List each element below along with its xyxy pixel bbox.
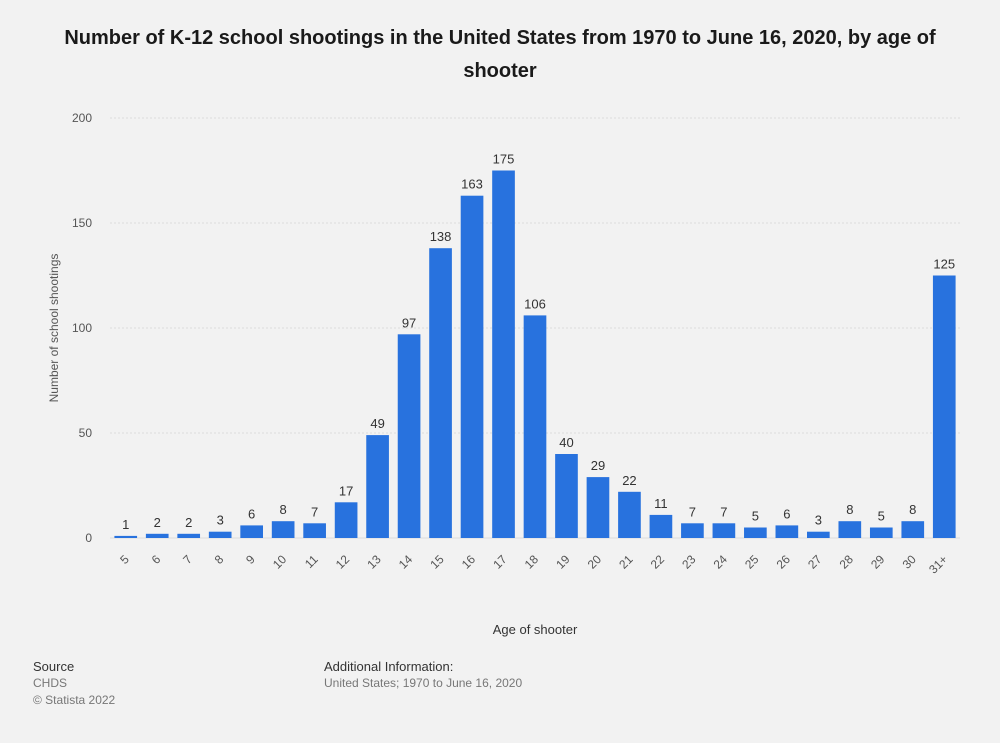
- data-label: 138: [430, 229, 452, 244]
- data-label: 6: [248, 506, 255, 521]
- x-tick-label: 5: [117, 552, 132, 567]
- data-label: 8: [280, 502, 287, 517]
- bar: [807, 531, 830, 538]
- y-tick-label: 50: [79, 426, 93, 440]
- info-heading: Additional Information:: [324, 659, 454, 674]
- data-label: 7: [311, 504, 318, 519]
- x-tick-label: 24: [711, 552, 731, 572]
- x-tick-label: 12: [333, 552, 353, 572]
- x-tick-label: 10: [270, 552, 290, 572]
- y-tick-label: 150: [72, 216, 92, 230]
- bar: [838, 521, 862, 538]
- x-tick-label: 20: [585, 552, 605, 572]
- bar: [932, 275, 956, 538]
- x-tick-label: 18: [522, 552, 542, 572]
- bar: [555, 454, 578, 538]
- bar: [618, 491, 641, 538]
- data-label: 5: [878, 509, 885, 524]
- data-label: 49: [370, 416, 384, 431]
- data-label: 3: [217, 513, 224, 528]
- bar: [208, 531, 232, 538]
- x-tick-label: 19: [553, 552, 573, 572]
- data-label: 7: [720, 504, 727, 519]
- info-text: United States; 1970 to June 16, 2020: [324, 676, 523, 690]
- bar: [177, 533, 201, 538]
- additional-info-block: Additional Information: United States; 1…: [324, 658, 522, 692]
- bar: [712, 523, 736, 538]
- data-label: 106: [524, 296, 546, 311]
- data-label: 125: [933, 257, 955, 272]
- source-heading: Source: [33, 659, 75, 674]
- x-tick-label: 31+: [926, 552, 950, 576]
- bar: [681, 523, 704, 538]
- y-tick-label: 100: [72, 321, 92, 335]
- bar: [366, 435, 389, 538]
- x-tick-label: 21: [616, 552, 636, 572]
- bar: [586, 477, 610, 538]
- data-label: 175: [493, 152, 515, 167]
- x-axis-title: Age of shooter: [493, 622, 578, 637]
- data-label: 8: [846, 502, 853, 517]
- source-block: Source CHDS © Statista 2022: [33, 658, 115, 709]
- data-label: 2: [185, 515, 192, 530]
- bar: [649, 514, 673, 538]
- bar: [334, 502, 358, 538]
- data-label: 2: [154, 515, 161, 530]
- bar: [523, 315, 547, 538]
- x-tick-label: 26: [774, 552, 794, 572]
- y-tick-label: 200: [72, 111, 92, 125]
- bar: [397, 334, 421, 538]
- x-tick-label: 17: [490, 552, 510, 572]
- x-tick-label: 28: [837, 552, 857, 572]
- bar: [303, 523, 326, 538]
- bar: [492, 170, 515, 538]
- bar-chart: 0501001502001526273869810711171249139714…: [47, 111, 960, 637]
- data-label: 11: [654, 496, 668, 511]
- source-name: CHDS: [33, 676, 68, 690]
- data-label: 22: [622, 473, 636, 488]
- data-label: 97: [402, 315, 416, 330]
- y-tick-label: 0: [85, 531, 92, 545]
- bar: [429, 248, 452, 538]
- x-tick-label: 22: [648, 552, 668, 572]
- bar: [901, 521, 925, 538]
- x-tick-label: 6: [149, 552, 164, 567]
- copyright: © Statista 2022: [33, 693, 116, 707]
- x-tick-label: 29: [868, 552, 888, 572]
- x-tick-label: 7: [180, 552, 195, 567]
- bar: [775, 525, 799, 538]
- bar: [271, 521, 295, 538]
- x-tick-label: 16: [459, 552, 479, 572]
- x-tick-label: 15: [427, 552, 447, 572]
- x-tick-label: 13: [364, 552, 384, 572]
- bar: [240, 525, 263, 538]
- chart-title: Number of K-12 school shootings in the U…: [64, 27, 936, 82]
- data-label: 1: [122, 517, 129, 532]
- x-tick-label: 14: [396, 552, 416, 572]
- x-tick-label: 30: [900, 552, 920, 572]
- x-tick-label: 8: [212, 552, 227, 567]
- bar: [460, 195, 484, 538]
- x-tick-label: 11: [302, 552, 321, 571]
- data-label: 17: [339, 483, 353, 498]
- y-axis-title: Number of school shootings: [47, 254, 61, 403]
- data-label: 29: [591, 458, 605, 473]
- data-label: 7: [689, 504, 696, 519]
- x-tick-label: 23: [679, 552, 699, 572]
- bar: [114, 535, 138, 538]
- data-label: 163: [461, 177, 483, 192]
- data-label: 40: [559, 435, 573, 450]
- bar: [869, 527, 893, 538]
- x-tick-label: 27: [805, 552, 825, 572]
- x-tick-label: 9: [243, 552, 258, 567]
- data-label: 3: [815, 513, 822, 528]
- data-label: 6: [783, 506, 790, 521]
- data-label: 8: [909, 502, 916, 517]
- x-tick-label: 25: [742, 552, 762, 572]
- bar: [145, 533, 169, 538]
- bar: [744, 527, 767, 538]
- data-label: 5: [752, 509, 759, 524]
